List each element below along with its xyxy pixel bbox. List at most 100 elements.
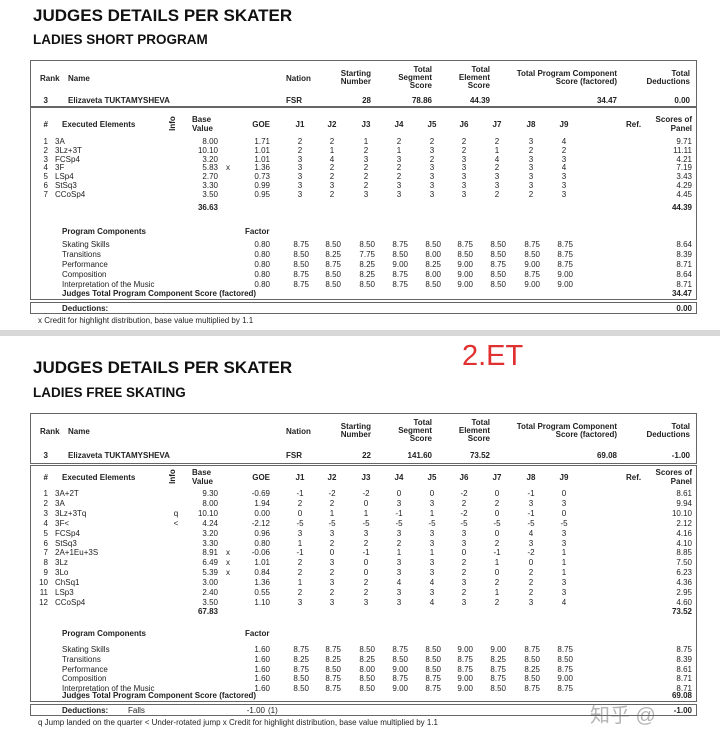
col-judge: J5	[427, 473, 437, 482]
component-judge-score: 9.00	[457, 684, 473, 694]
element-judge-score: 2	[329, 163, 335, 173]
component-factor: 1.60	[254, 664, 270, 674]
deductions-count: (1)	[268, 706, 278, 715]
element-base-value: 3.50	[202, 597, 218, 607]
component-judge-score: 8.25	[359, 269, 375, 279]
element-panel-score: 9.71	[676, 137, 692, 146]
nation-header: Nation	[286, 74, 311, 83]
skater-nation: FSR	[286, 451, 302, 460]
element-judge-score: 1	[363, 508, 369, 518]
component-judge-score: 8.50	[490, 269, 506, 279]
component-judge-score: 8.75	[457, 654, 473, 664]
element-judge-score: 3	[429, 528, 435, 538]
component-name: Performance	[62, 259, 108, 269]
total-element-score: 44.39	[469, 96, 490, 105]
component-judge-score: 9.00	[557, 279, 573, 289]
element-number: 7	[43, 189, 48, 199]
element-judge-score: 3	[297, 528, 303, 538]
component-panel-score: 8.71	[676, 279, 692, 289]
col-num: #	[43, 473, 48, 482]
element-judge-score: 2	[297, 568, 303, 578]
tes-header: Total	[471, 65, 490, 74]
panel-total: 44.39	[671, 203, 692, 212]
component-judge-score: 8.75	[557, 684, 573, 694]
page-title: JUDGES DETAILS PER SKATER	[33, 6, 293, 25]
component-name: Composition	[62, 269, 107, 279]
element-panel-score: 10.10	[671, 508, 692, 518]
starting-number-header: Number	[340, 430, 371, 439]
element-judge-score: 0	[561, 489, 567, 498]
element-judge-score: 2	[396, 538, 402, 548]
element-judge-score: 3	[561, 528, 567, 538]
component-factor: 1.60	[254, 684, 270, 694]
element-judge-score: 3	[461, 181, 467, 190]
element-panel-score: 2.95	[676, 588, 692, 597]
component-judge-score: 8.50	[425, 279, 441, 289]
component-judge-score: 8.75	[392, 269, 408, 279]
element-number: 5	[43, 172, 48, 182]
element-judge-score: 3	[297, 163, 303, 173]
watermark: 知乎 @	[590, 705, 656, 727]
total-segment-score: 78.86	[411, 96, 432, 105]
component-panel-score: 8.61	[676, 664, 692, 674]
pcs-total-label: Judges Total Program Component Score (fa…	[62, 691, 257, 700]
component-judge-score: 8.50	[392, 654, 408, 664]
element-judge-score: 3	[429, 568, 435, 578]
element-base-value: 10.10	[197, 508, 218, 518]
element-base-value: 8.91	[202, 548, 218, 558]
component-name: Transitions	[62, 654, 101, 664]
element-goe: 0.84	[254, 568, 270, 578]
annotation-badge: 2.ET	[462, 340, 524, 372]
col-judge: J9	[559, 473, 569, 482]
component-judge-score: 8.50	[293, 684, 309, 694]
skater-header-box	[30, 60, 697, 107]
element-judge-score: 3	[396, 558, 402, 568]
program-components-header: Program Components	[62, 227, 147, 236]
element-name: 3Lz+3Tq	[55, 508, 87, 518]
tes-header: Total	[471, 418, 490, 427]
element-judge-score: 3	[528, 538, 534, 548]
element-judge-score: 3	[429, 163, 435, 173]
component-judge-score: 8.75	[490, 674, 506, 684]
deductions-value: -1.00	[246, 706, 265, 715]
component-judge-score: 9.00	[457, 259, 473, 269]
component-judge-score: 8.75	[557, 259, 573, 269]
element-number: 7	[43, 548, 48, 558]
pcs-header: Total Program Component	[516, 69, 617, 78]
component-judge-score: 8.50	[457, 249, 473, 259]
component-judge-score: 8.50	[359, 645, 375, 654]
pcs-total: 34.47	[671, 289, 692, 298]
component-judge-score: 8.25	[293, 654, 309, 664]
component-name: Composition	[62, 674, 107, 684]
deductions-box	[30, 704, 697, 716]
element-judge-score: -2	[362, 489, 370, 498]
nation-header: Nation	[286, 427, 311, 436]
component-panel-score: 8.64	[676, 240, 692, 249]
element-judge-score: 1	[561, 568, 567, 578]
component-judge-score: 8.75	[392, 279, 408, 289]
skater-header-box	[30, 413, 697, 464]
element-judge-score: 3	[461, 189, 467, 199]
deductions-label: Deductions:	[62, 304, 109, 313]
element-judge-score: 2	[363, 578, 369, 588]
col-ref: Ref.	[626, 473, 642, 482]
element-panel-score: 8.61	[676, 489, 692, 498]
element-judge-score: 2	[329, 538, 335, 548]
element-judge-score: 2	[363, 145, 369, 155]
component-judge-score: 8.75	[293, 240, 309, 249]
component-judge-score: 8.50	[524, 674, 540, 684]
component-judge-score: 8.25	[359, 259, 375, 269]
element-judge-score: 3	[396, 597, 402, 607]
component-judge-score: 8.75	[524, 684, 540, 694]
element-judge-score: 2	[396, 172, 402, 182]
element-judge-score: -1	[527, 489, 535, 498]
element-judge-score: -2	[460, 508, 468, 518]
element-info: <	[173, 518, 179, 528]
element-goe: 1.01	[254, 154, 270, 164]
deductions-label: Deductions:	[62, 706, 109, 715]
element-highlight-mark: x	[226, 568, 230, 578]
element-number: 1	[43, 489, 48, 498]
component-judge-score: 8.50	[425, 664, 441, 674]
element-judge-score: 3	[561, 538, 567, 548]
component-judge-score: 8.25	[325, 249, 341, 259]
